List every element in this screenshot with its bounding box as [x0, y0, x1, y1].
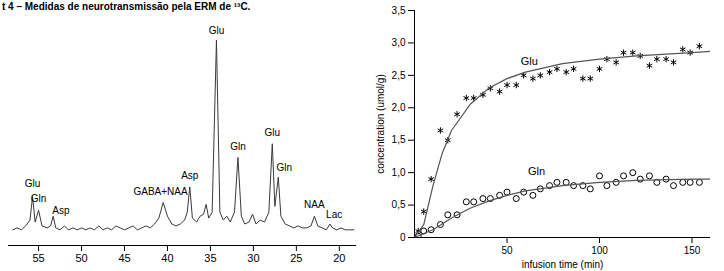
svg-text:Glu: Glu	[265, 127, 281, 138]
svg-text:Glu: Glu	[521, 55, 538, 67]
svg-text:Lac: Lac	[326, 209, 342, 220]
svg-text:NAA: NAA	[304, 199, 325, 210]
svg-text:30: 30	[247, 252, 259, 264]
svg-text:50: 50	[75, 252, 87, 264]
svg-text:55: 55	[32, 252, 44, 264]
svg-text:0,5: 0,5	[392, 199, 406, 210]
svg-text:40: 40	[161, 252, 173, 264]
svg-text:Glu: Glu	[25, 178, 41, 189]
svg-text:3,5: 3,5	[392, 5, 406, 16]
html-text:t 4 – Medidas de neurotransmis: t 4 – Medidas de neurotransmissão pela E…	[2, 1, 251, 12]
svg-text:Glu: Glu	[209, 25, 225, 36]
svg-text:GABA+NAA: GABA+NAA	[133, 186, 188, 197]
svg-text:concentration (umol/g): concentration (umol/g)	[375, 74, 386, 174]
svg-text:35: 35	[204, 252, 216, 264]
svg-text:25: 25	[290, 252, 302, 264]
svg-text:50: 50	[501, 245, 513, 256]
svg-text:1,5: 1,5	[392, 134, 406, 145]
svg-text:1,0: 1,0	[392, 167, 406, 178]
svg-text:Asp: Asp	[181, 170, 199, 181]
svg-text:Gln: Gln	[230, 141, 246, 152]
svg-text:20: 20	[333, 252, 345, 264]
svg-text:0: 0	[400, 232, 406, 243]
svg-text:2,5: 2,5	[392, 70, 406, 81]
svg-text:150: 150	[684, 245, 701, 256]
svg-text:100: 100	[591, 245, 608, 256]
svg-text:infusion time (min): infusion time (min)	[522, 259, 604, 270]
svg-text:Gln: Gln	[528, 165, 545, 177]
svg-text:45: 45	[118, 252, 130, 264]
svg-text:Asp: Asp	[52, 205, 70, 216]
svg-text:Gln: Gln	[31, 193, 47, 204]
svg-text:3,0: 3,0	[392, 37, 406, 48]
svg-text:2,0: 2,0	[392, 102, 406, 113]
svg-text:Gln: Gln	[277, 162, 293, 173]
